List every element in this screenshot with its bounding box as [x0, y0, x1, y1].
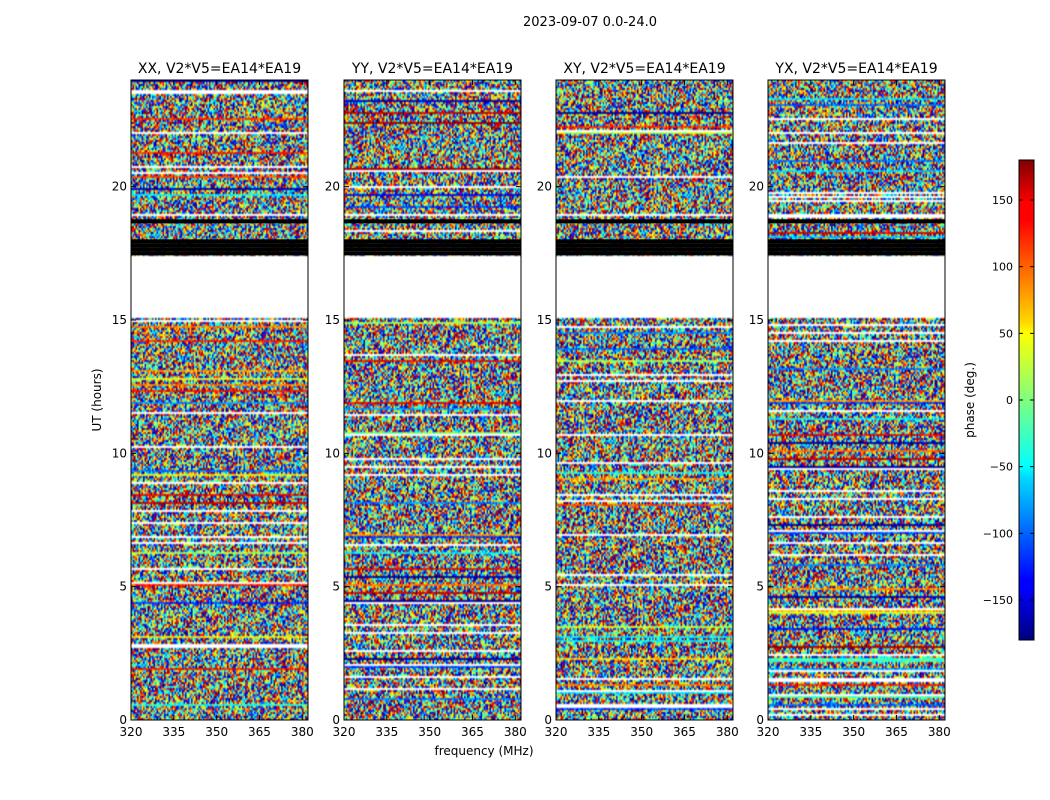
- colorbar-tick-label: 150: [992, 194, 1013, 207]
- flag-band: [556, 219, 733, 224]
- colorbar-tick-label: −100: [983, 527, 1013, 540]
- x-tick-label: 380: [928, 725, 951, 739]
- panel-yy: YY, V2*V5=EA14*EA19 320 335 350 365 380 0 5 10 15…: [325, 61, 527, 739]
- y-tick-label: 20: [749, 180, 764, 194]
- flag-band: [556, 239, 733, 244]
- x-tick-label: 380: [716, 725, 739, 739]
- phase-heatmap: [768, 80, 945, 720]
- x-tick-label: 335: [587, 725, 610, 739]
- flag-band: [131, 219, 308, 224]
- x-tick-label: 335: [162, 725, 185, 739]
- flag-band: [344, 239, 521, 244]
- y-tick-label: 0: [544, 713, 552, 727]
- axes-frame: [555, 79, 734, 721]
- flag-band: [768, 219, 945, 224]
- flag-band: [556, 247, 733, 252]
- colorbar-tick-label: 0: [1006, 394, 1013, 407]
- x-tick-label: 335: [799, 725, 822, 739]
- x-tick-label: 365: [248, 725, 271, 739]
- y-tick-label: 5: [119, 580, 127, 594]
- x-tick-label: 350: [630, 725, 653, 739]
- axes-frame: [130, 79, 309, 721]
- colorbar-tick-label: −50: [990, 461, 1013, 474]
- y-tick-label: 5: [756, 580, 764, 594]
- x-tick-label: 350: [205, 725, 228, 739]
- flag-band: [131, 251, 308, 256]
- colorbar-label: phase (deg.): [963, 362, 977, 438]
- x-tick-label: 365: [673, 725, 696, 739]
- axes-frame: [767, 79, 946, 721]
- colorbar-ticks: 150 100 50 0 −50 −100 −150: [983, 194, 1034, 607]
- x-tick-label: 320: [120, 725, 143, 739]
- x-tick-label: 320: [545, 725, 568, 739]
- phase-heatmap: [131, 80, 308, 720]
- flag-band: [344, 219, 521, 224]
- flag-band: [556, 243, 733, 248]
- axes-frame: [343, 79, 522, 721]
- x-tick-label: 320: [757, 725, 780, 739]
- colorbar-tick-label: −150: [983, 594, 1013, 607]
- flag-band: [131, 239, 308, 244]
- x-axis-label: frequency (MHz): [434, 744, 533, 758]
- flag-band: [344, 243, 521, 248]
- colorbar: 150 100 50 0 −50 −100 −150 phase (deg.): [963, 159, 1035, 641]
- x-tick-label: 365: [885, 725, 908, 739]
- y-tick-label: 10: [537, 446, 552, 460]
- panel-title: XX, V2*V5=EA14*EA19: [138, 61, 301, 77]
- flag-band: [768, 239, 945, 244]
- flag-band: [768, 247, 945, 252]
- y-tick-label: 15: [537, 313, 552, 327]
- phase-heatmap: [344, 80, 521, 720]
- y-tick-label: 15: [749, 313, 764, 327]
- y-tick-label: 10: [749, 446, 764, 460]
- y-tick-label: 5: [332, 580, 340, 594]
- x-tick-label: 365: [461, 725, 484, 739]
- flag-band: [768, 243, 945, 248]
- panel-yx: YX, V2*V5=EA14*EA19 320 335 350 365 380 0 5 10 15…: [749, 61, 951, 739]
- phase-heatmap: [556, 80, 733, 720]
- panel-xx: XX, V2*V5=EA14*EA19 320 335 350 365 380 0 5 10 15…: [112, 61, 314, 739]
- colorbar-tick-label: 100: [992, 261, 1013, 274]
- flag-band: [344, 251, 521, 256]
- panels: XX, V2*V5=EA14*EA19 320 335 350 365 380 0 5 10 15…: [112, 61, 951, 739]
- y-tick-label: 10: [112, 446, 127, 460]
- y-tick-label: 0: [332, 713, 340, 727]
- y-tick-label: 20: [325, 180, 340, 194]
- colorbar-tick-label: 50: [999, 327, 1013, 340]
- y-tick-label: 15: [325, 313, 340, 327]
- x-tick-label: 350: [418, 725, 441, 739]
- x-tick-label: 380: [504, 725, 527, 739]
- y-tick-label: 15: [112, 313, 127, 327]
- flag-band: [131, 243, 308, 248]
- y-tick-label: 0: [119, 713, 127, 727]
- flag-band: [768, 251, 945, 256]
- x-tick-label: 320: [333, 725, 356, 739]
- x-tick-label: 380: [291, 725, 314, 739]
- panel-xy: XY, V2*V5=EA14*EA19 320 335 350 365 380 0 5 10 15…: [537, 61, 739, 739]
- y-tick-label: 20: [537, 180, 552, 194]
- y-tick-label: 20: [112, 180, 127, 194]
- panel-title: YX, V2*V5=EA14*EA19: [774, 61, 937, 77]
- y-axis-label: UT (hours): [90, 368, 104, 431]
- flag-band: [556, 251, 733, 256]
- y-tick-label: 0: [756, 713, 764, 727]
- x-tick-label: 335: [375, 725, 398, 739]
- x-tick-label: 350: [842, 725, 865, 739]
- figure-suptitle: 2023-09-07 0.0-24.0: [523, 15, 657, 30]
- panel-title: YY, V2*V5=EA14*EA19: [351, 61, 513, 77]
- panel-title: XY, V2*V5=EA14*EA19: [563, 61, 725, 77]
- flag-band: [344, 247, 521, 252]
- y-tick-label: 10: [325, 446, 340, 460]
- flag-band: [131, 247, 308, 252]
- y-tick-label: 5: [544, 580, 552, 594]
